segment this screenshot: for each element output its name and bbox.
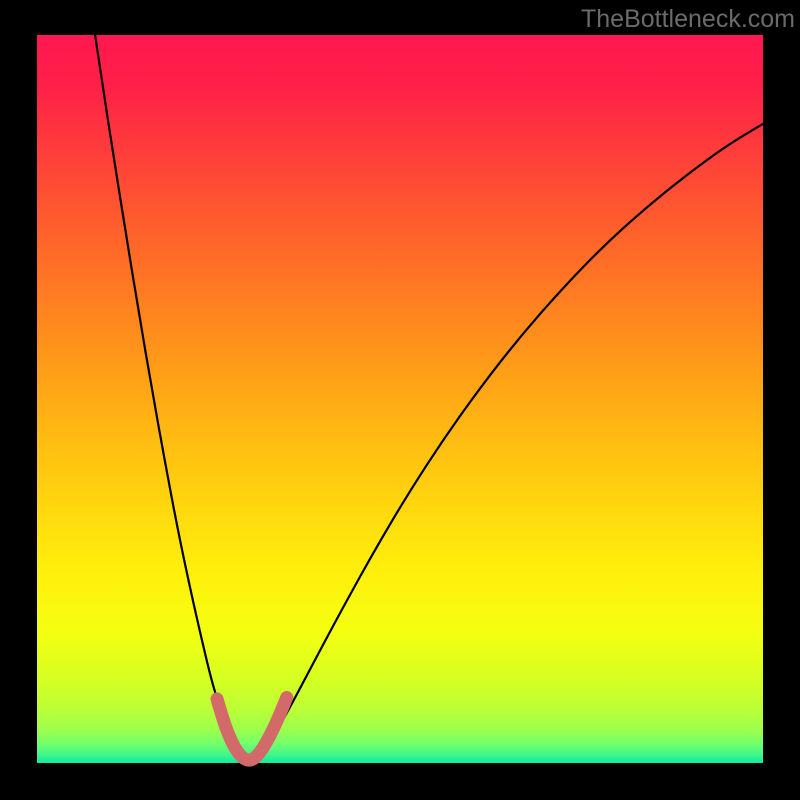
gradient-background <box>37 35 763 763</box>
watermark-text: TheBottleneck.com <box>581 5 795 34</box>
plot-area <box>37 35 763 763</box>
gradient-curve-chart <box>37 35 763 763</box>
